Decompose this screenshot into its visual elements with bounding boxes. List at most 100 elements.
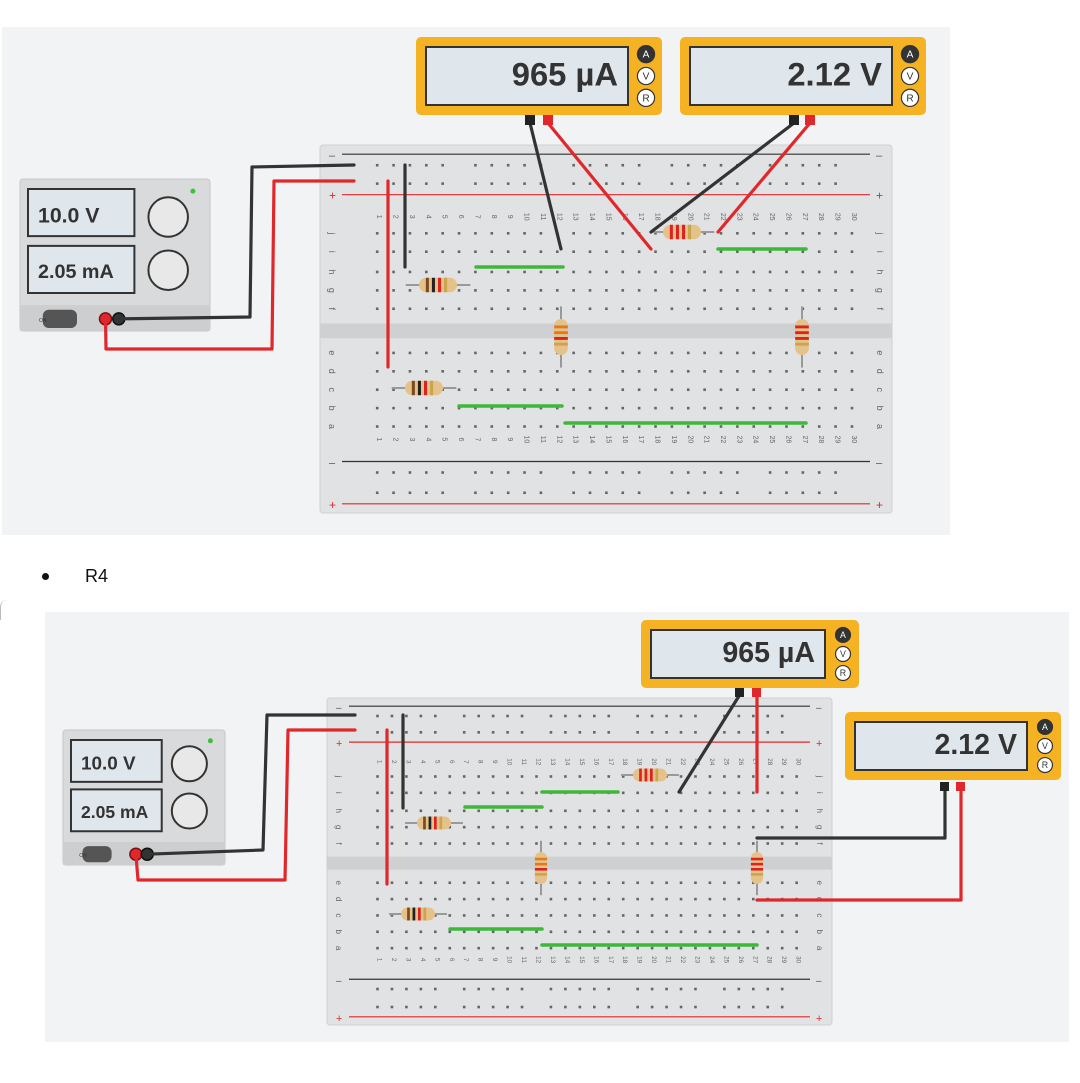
hole bbox=[578, 842, 582, 845]
row-letter: b bbox=[327, 406, 337, 411]
rail-hole bbox=[780, 731, 784, 734]
mode-v-icon[interactable] bbox=[834, 645, 852, 663]
supply-negative-wire[interactable] bbox=[145, 713, 357, 856]
column-number: 16 bbox=[592, 956, 599, 964]
mode-r-icon[interactable] bbox=[900, 88, 920, 108]
color-band bbox=[439, 816, 443, 830]
hole bbox=[708, 881, 712, 885]
hole bbox=[535, 897, 538, 901]
rail-minus-label: – bbox=[329, 457, 336, 469]
hole bbox=[654, 388, 657, 392]
column-number: 14 bbox=[588, 213, 595, 221]
hole bbox=[785, 388, 788, 392]
mode-v-icon[interactable] bbox=[900, 66, 920, 86]
probe-plug bbox=[956, 782, 965, 791]
hole bbox=[817, 307, 821, 311]
mode-r-icon[interactable] bbox=[636, 88, 656, 108]
hole bbox=[523, 351, 526, 355]
resistor-r2 bbox=[391, 380, 457, 396]
hole bbox=[578, 825, 582, 829]
hole bbox=[555, 307, 559, 311]
hole bbox=[555, 406, 559, 410]
rail-hole bbox=[425, 491, 428, 495]
color-band bbox=[411, 380, 415, 396]
hole bbox=[795, 946, 798, 950]
column-number: 6 bbox=[448, 760, 455, 764]
rail-minus-label: – bbox=[329, 150, 336, 162]
hole bbox=[434, 930, 437, 934]
hole bbox=[539, 232, 543, 235]
hole bbox=[408, 425, 412, 428]
rail-hole bbox=[375, 471, 379, 474]
column-number: 8 bbox=[490, 215, 497, 219]
supply-positive-wire[interactable] bbox=[103, 179, 356, 351]
hole bbox=[723, 930, 726, 934]
mode-r-icon[interactable] bbox=[834, 664, 852, 682]
hole bbox=[549, 897, 553, 901]
hole bbox=[474, 270, 477, 274]
hole bbox=[636, 946, 639, 950]
column-number: 26 bbox=[737, 758, 744, 766]
circuit-diagram-2: –+–+–+–+11223344556677889910101111121213… bbox=[62, 620, 1061, 1026]
mode-v-icon[interactable] bbox=[1036, 737, 1054, 755]
probe-plug bbox=[752, 688, 761, 697]
column-number: 11 bbox=[520, 758, 527, 765]
hole bbox=[801, 232, 805, 235]
hole bbox=[392, 425, 395, 428]
mode-v-icon[interactable] bbox=[636, 66, 656, 86]
hole bbox=[636, 842, 639, 845]
hole bbox=[785, 406, 788, 410]
hole bbox=[434, 809, 437, 813]
hole bbox=[801, 370, 805, 373]
hole bbox=[686, 270, 690, 274]
hole bbox=[621, 791, 625, 795]
column-number: 21 bbox=[665, 956, 672, 964]
hole bbox=[549, 809, 553, 813]
rail-hole bbox=[593, 731, 596, 734]
mode-a-icon[interactable] bbox=[900, 44, 920, 64]
voltmeter-reading: 2.12 V bbox=[934, 729, 1017, 761]
voltage-knob[interactable] bbox=[170, 745, 208, 783]
mode-a-icon[interactable] bbox=[636, 44, 656, 64]
hole bbox=[679, 809, 683, 813]
current-knob[interactable] bbox=[170, 792, 208, 830]
color-band bbox=[428, 816, 432, 830]
supply-negative-wire[interactable] bbox=[117, 163, 356, 321]
color-band bbox=[407, 907, 410, 921]
hole bbox=[457, 388, 461, 392]
rail-plus-label: + bbox=[816, 738, 822, 750]
hole bbox=[474, 406, 477, 410]
mode-a-icon[interactable] bbox=[834, 626, 852, 644]
rail-hole bbox=[780, 1005, 784, 1009]
hole bbox=[578, 809, 582, 813]
current-knob[interactable] bbox=[147, 249, 189, 291]
probe-plug bbox=[543, 115, 553, 125]
voltmeter-screen bbox=[689, 46, 893, 106]
rail-hole bbox=[506, 1005, 509, 1009]
hole bbox=[637, 370, 641, 373]
hole bbox=[490, 270, 494, 274]
hole bbox=[441, 406, 444, 410]
hole bbox=[390, 809, 394, 813]
column-number: 12 bbox=[534, 758, 541, 766]
voltage-knob[interactable] bbox=[147, 196, 189, 238]
hole bbox=[768, 232, 772, 235]
hole bbox=[593, 946, 596, 950]
hole bbox=[766, 791, 770, 795]
power-switch[interactable] bbox=[82, 846, 112, 863]
power-switch[interactable] bbox=[42, 309, 77, 328]
mode-label: A bbox=[643, 50, 650, 61]
hole bbox=[593, 809, 596, 813]
supply-positive-wire[interactable] bbox=[134, 728, 357, 882]
color-band bbox=[795, 331, 809, 335]
hole bbox=[390, 946, 394, 950]
column-number: 20 bbox=[686, 213, 693, 221]
hole bbox=[636, 930, 639, 934]
hole bbox=[665, 930, 668, 934]
column-number: 29 bbox=[780, 956, 787, 964]
mode-r-icon[interactable] bbox=[1036, 756, 1054, 774]
power-supply-voltage: 10.0 V bbox=[38, 203, 100, 227]
rail-hole bbox=[817, 182, 821, 185]
rail-plus-label: + bbox=[876, 189, 883, 203]
mode-a-icon[interactable] bbox=[1036, 718, 1054, 736]
